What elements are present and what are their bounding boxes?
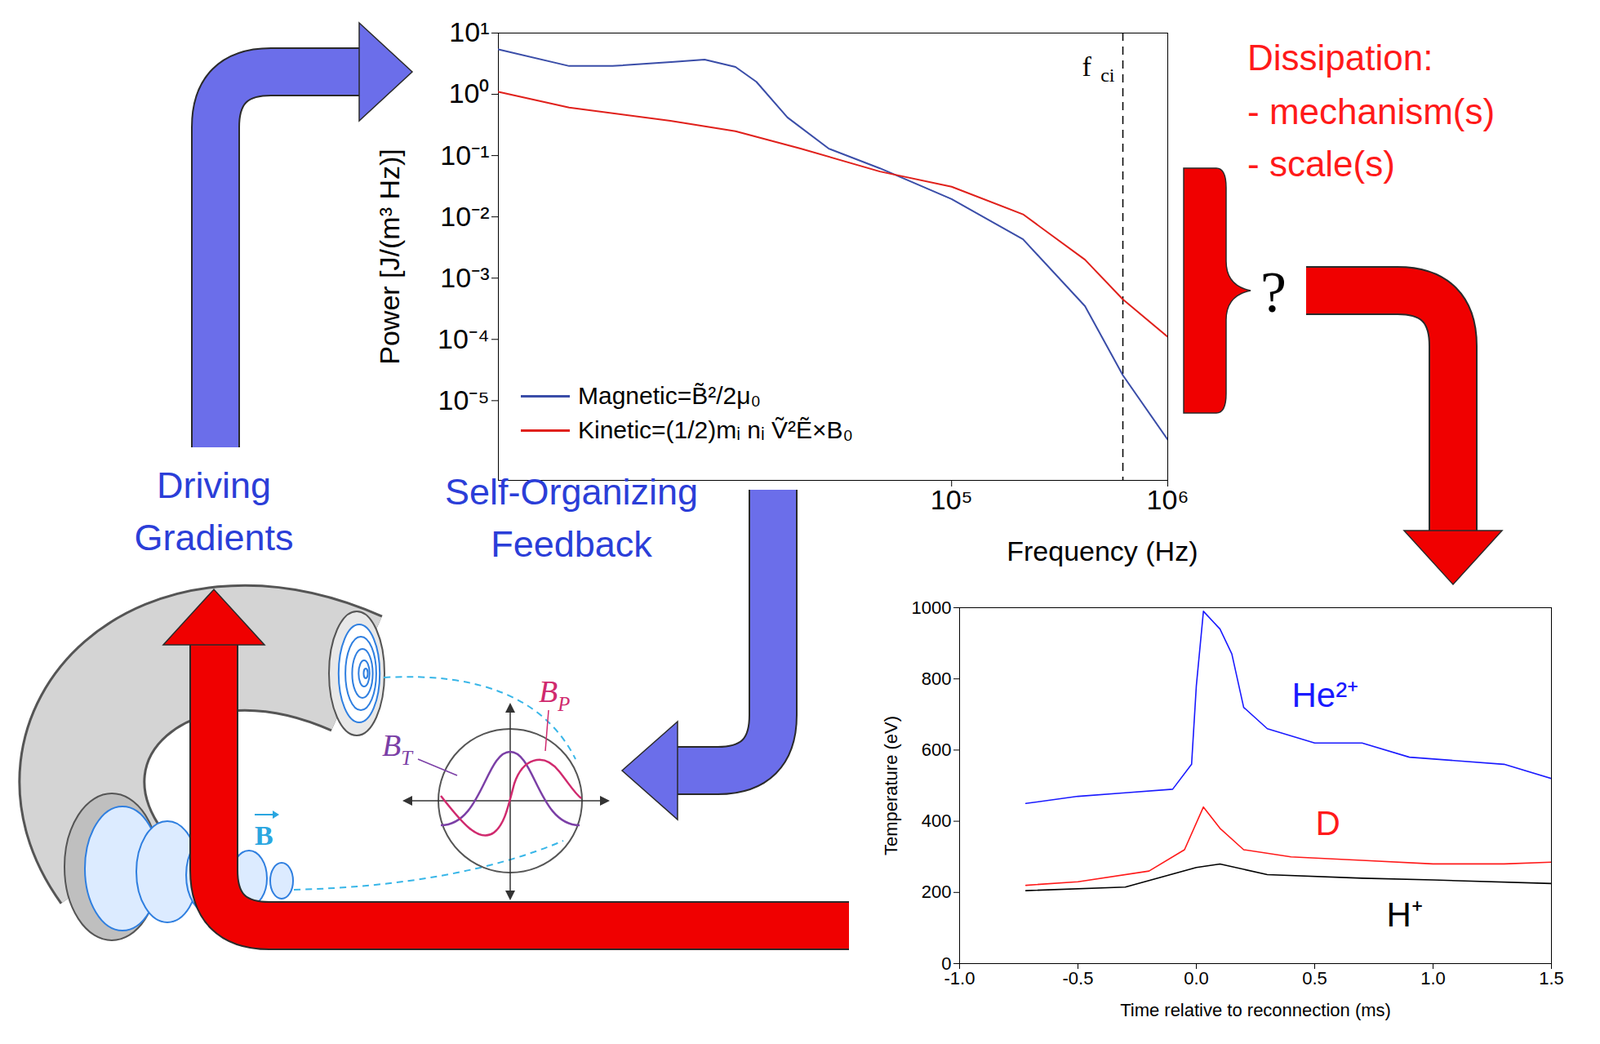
svg-text:- mechanism(s): - mechanism(s): [1247, 91, 1495, 132]
html-text:Magnetic=B̃²/2μ₀: Magnetic=B̃²/2μ₀: [577, 382, 761, 409]
svg-text:10⁻⁴: 10⁻⁴: [437, 323, 489, 355]
svg-text:600: 600: [921, 739, 952, 760]
svg-text:Dissipation:: Dissipation:: [1247, 37, 1433, 78]
svg-text:?: ?: [1260, 259, 1287, 325]
svg-text:-0.5: -0.5: [1062, 968, 1094, 989]
svg-text:-1.0: -1.0: [944, 968, 976, 989]
svg-text:D: D: [1315, 804, 1341, 843]
svg-text:Self-Organizing: Self-Organizing: [444, 471, 698, 513]
svg-text:0.0: 0.0: [1183, 968, 1209, 989]
svg-text:Gradients: Gradients: [133, 516, 294, 559]
html-text:Kinetic=(1/2)mᵢ nᵢ Ṽ²Ẽ×B₀: Kinetic=(1/2)mᵢ nᵢ Ṽ²Ẽ×B₀: [577, 416, 854, 444]
svg-text:Temperature (eV): Temperature (eV): [880, 715, 902, 856]
svg-text:He²⁺: He²⁺: [1292, 675, 1360, 715]
svg-text:- scale(s): - scale(s): [1247, 143, 1396, 184]
svg-text:B: B: [254, 820, 274, 851]
svg-text:BT: BT: [382, 728, 414, 769]
svg-text:800: 800: [921, 668, 952, 689]
svg-text:0: 0: [941, 953, 952, 974]
svg-text:1.0: 1.0: [1420, 968, 1446, 989]
svg-text:f: f: [1081, 51, 1092, 82]
svg-text:Time relative to reconnection: Time relative to reconnection (ms): [1120, 1000, 1392, 1021]
svg-text:0.5: 0.5: [1302, 968, 1328, 989]
svg-text:Power [J/(m³ Hz)]: Power [J/(m³ Hz)]: [373, 148, 405, 365]
svg-text:Feedback: Feedback: [490, 523, 653, 565]
svg-text:10⁻³: 10⁻³: [440, 262, 489, 294]
svg-text:200: 200: [921, 881, 952, 903]
svg-text:1000: 1000: [911, 597, 952, 618]
svg-text:10⁻²: 10⁻²: [440, 200, 489, 232]
svg-text:10¹: 10¹: [448, 16, 489, 48]
svg-text:1.5: 1.5: [1538, 968, 1565, 989]
svg-text:Driving: Driving: [156, 464, 272, 507]
svg-text:10⁻⁵: 10⁻⁵: [438, 384, 490, 416]
svg-text:10⁵: 10⁵: [930, 484, 974, 516]
svg-text:10⁰: 10⁰: [448, 77, 490, 109]
svg-text:BP: BP: [538, 674, 570, 716]
svg-text:10⁻¹: 10⁻¹: [440, 138, 489, 170]
svg-text:H⁺: H⁺: [1386, 895, 1423, 934]
svg-text:Frequency (Hz): Frequency (Hz): [1006, 535, 1198, 567]
svg-text:ci: ci: [1100, 64, 1116, 86]
svg-text:400: 400: [921, 810, 952, 832]
svg-text:10⁶: 10⁶: [1146, 484, 1190, 516]
